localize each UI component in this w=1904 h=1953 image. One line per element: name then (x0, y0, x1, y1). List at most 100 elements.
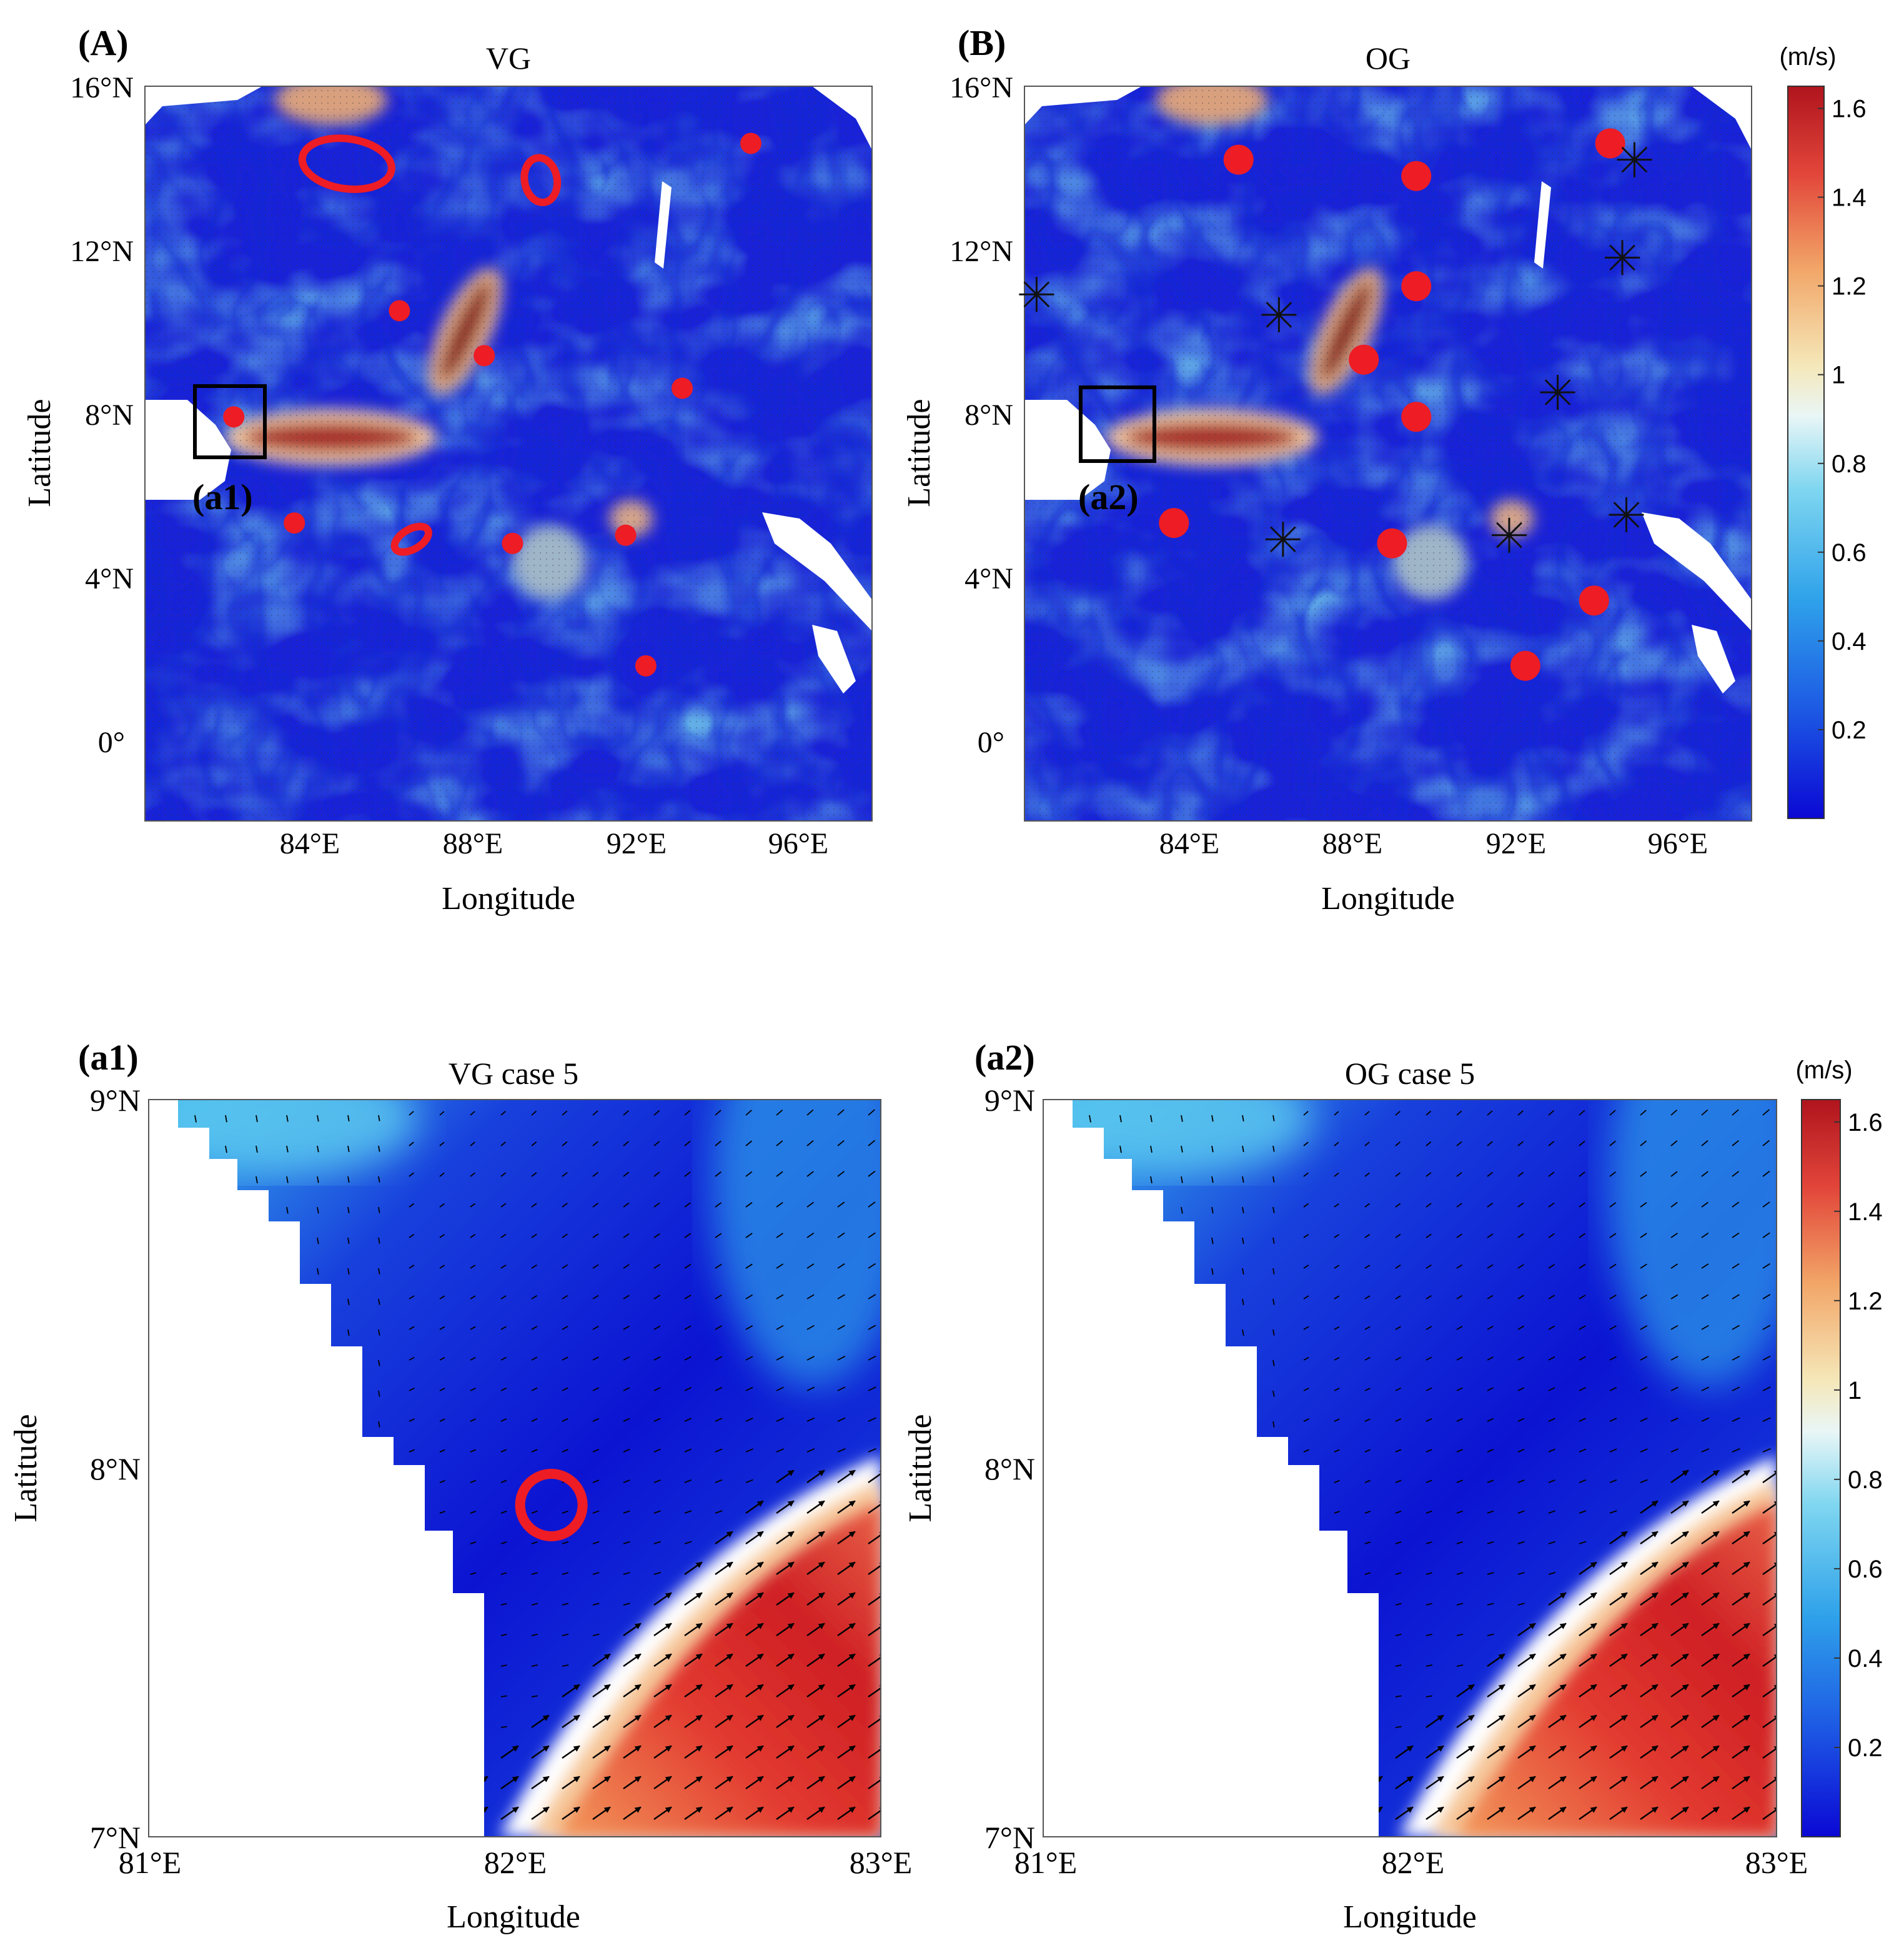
y-tick-label: 8°N (984, 1451, 1035, 1486)
eddy-center-marker (1595, 128, 1625, 158)
x-tick-label: 96°E (768, 827, 829, 860)
panel-title: OG case 5 (1345, 1056, 1475, 1091)
eddy-center-marker (474, 345, 495, 366)
colorbar-tick-label: 0.6 (1832, 539, 1867, 567)
y-tick-label: 9°N (984, 1083, 1035, 1118)
panel-a1: (a1) VG case 5 Longitude Latitude 81°E 8… (8, 987, 912, 1935)
x-tick-label: 92°E (1486, 827, 1547, 860)
eddy-center-marker (1224, 145, 1254, 175)
eddy-center-marker (740, 132, 761, 154)
x-tick-label: 83°E (1745, 1845, 1808, 1880)
x-axis-label: Longitude (1321, 881, 1455, 917)
panel-a: (A) VG (a1) Longitude Latitude 84°E 88°E… (22, 22, 872, 917)
star-marker (1019, 277, 1054, 312)
colorbar-tick-label: 0.6 (1848, 1556, 1883, 1583)
y-tick-label: 8°N (90, 1451, 141, 1486)
panel-title: OG (1366, 41, 1411, 76)
colorbar-tick-label: 0.4 (1848, 1645, 1883, 1672)
colorbar-unit: (m/s) (1779, 43, 1836, 71)
colorbar-bottom: (m/s) 0.2 0.4 0.6 0.8 1 1.2 1.4 1.6 (1795, 1056, 1882, 1837)
y-tick-label: 8°N (85, 399, 134, 432)
x-tick-label: 84°E (280, 827, 340, 860)
star-marker (1540, 375, 1575, 410)
eddy-center-marker (635, 655, 657, 677)
panel-tag: (a2) (974, 1037, 1035, 1078)
box-label: (a1) (192, 477, 253, 517)
eddy-center-marker (615, 525, 637, 546)
eddy-center-marker (672, 377, 693, 399)
x-tick-label: 96°E (1648, 827, 1708, 860)
colorbar-tick-label: 0.8 (1832, 450, 1867, 478)
colorbar-unit: (m/s) (1795, 1056, 1852, 1084)
y-tick-label: 4°N (964, 562, 1013, 595)
y-ticks: 16°N 12°N 8°N 4°N 0° (70, 71, 134, 759)
eddy-center-marker (1349, 345, 1379, 375)
y-axis-label: Latitude (22, 399, 57, 507)
colorbar-tick-label: 0.2 (1848, 1734, 1883, 1762)
star-marker (1617, 142, 1652, 177)
panel-b: (B) OG (a2) Longitude Latitude 84°E 88°E… (901, 22, 1867, 917)
colorbar-tick-label: 0.4 (1832, 628, 1867, 655)
x-axis-label: Longitude (1343, 1899, 1477, 1935)
panel-title: VG case 5 (449, 1056, 578, 1091)
colorbar-tick-label: 1.6 (1848, 1109, 1883, 1136)
colorbar-tick-label: 1.2 (1832, 273, 1867, 301)
colorbar-tick-label: 0.2 (1832, 717, 1867, 744)
eddy-center-marker (223, 406, 244, 427)
eddy-center-marker (284, 512, 305, 534)
y-axis-label: Latitude (8, 1414, 44, 1522)
x-ticks: 84°E 88°E 92°E 96°E (1159, 827, 1708, 860)
colorbar-tick-label: 1.2 (1848, 1288, 1883, 1315)
colorbar-top: (m/s) 0.2 0.4 0.6 0.8 1 1.2 1.4 1.6 (1779, 43, 1866, 818)
star-marker (1609, 497, 1644, 532)
box-label: (a2) (1078, 477, 1139, 517)
panel-tag: (A) (78, 22, 129, 63)
x-ticks: 84°E 88°E 92°E 96°E (280, 827, 829, 860)
eddy-center-marker (502, 533, 523, 554)
y-ticks: 16°N 12°N 8°N 4°N 0° (950, 71, 1013, 759)
panel-tag: (a1) (78, 1037, 139, 1078)
eddy-center-marker (1401, 402, 1431, 432)
y-axis-label: Latitude (901, 399, 937, 507)
y-tick-label: 16°N (950, 71, 1013, 104)
y-tick-label: 7°N (984, 1820, 1035, 1855)
y-tick-label: 7°N (90, 1820, 141, 1855)
x-tick-label: 82°E (1382, 1845, 1445, 1880)
x-tick-label: 84°E (1159, 827, 1220, 860)
x-axis-label: Longitude (442, 881, 575, 917)
y-tick-label: 8°N (964, 399, 1013, 432)
star-marker (1605, 240, 1640, 275)
eddy-center-marker (1579, 585, 1609, 615)
eddy-center-marker (1377, 529, 1407, 559)
colorbar-tick-label: 1.4 (1848, 1198, 1883, 1226)
y-tick-label: 0° (978, 726, 1004, 759)
y-axis-label: Latitude (903, 1414, 938, 1522)
y-tick-label: 12°N (950, 235, 1013, 268)
x-tick-label: 83°E (850, 1845, 913, 1880)
star-marker (1492, 518, 1527, 553)
y-tick-label: 16°N (70, 71, 134, 104)
eddy-center-marker (1159, 508, 1189, 538)
colorbar-tick-label: 1 (1832, 362, 1845, 389)
star-marker (1266, 522, 1301, 557)
panel-title: VG (486, 41, 531, 76)
eddy-center-marker (1401, 161, 1431, 191)
y-tick-label: 12°N (70, 235, 134, 268)
x-tick-label: 88°E (1322, 827, 1383, 860)
panel-a2: (a2) OG case 5 Longitude Latitude 81°E 8… (903, 987, 1883, 1935)
y-tick-label: 4°N (85, 562, 134, 595)
colorbar-tick-label: 1.4 (1832, 184, 1867, 212)
colorbar-tick-label: 1.6 (1832, 96, 1867, 123)
panel-tag: (B) (958, 22, 1006, 63)
y-tick-label: 0° (98, 726, 125, 759)
colorbar-tick-label: 1 (1848, 1377, 1862, 1404)
colorbar-tick-label: 0.8 (1848, 1466, 1883, 1494)
x-tick-label: 82°E (484, 1845, 547, 1880)
eddy-center-marker (389, 300, 410, 321)
y-tick-label: 9°N (90, 1083, 141, 1118)
star-marker (1261, 297, 1296, 332)
x-axis-label: Longitude (447, 1899, 580, 1935)
colorbar-ramp (1788, 86, 1824, 818)
eddy-center-marker (1510, 651, 1540, 681)
